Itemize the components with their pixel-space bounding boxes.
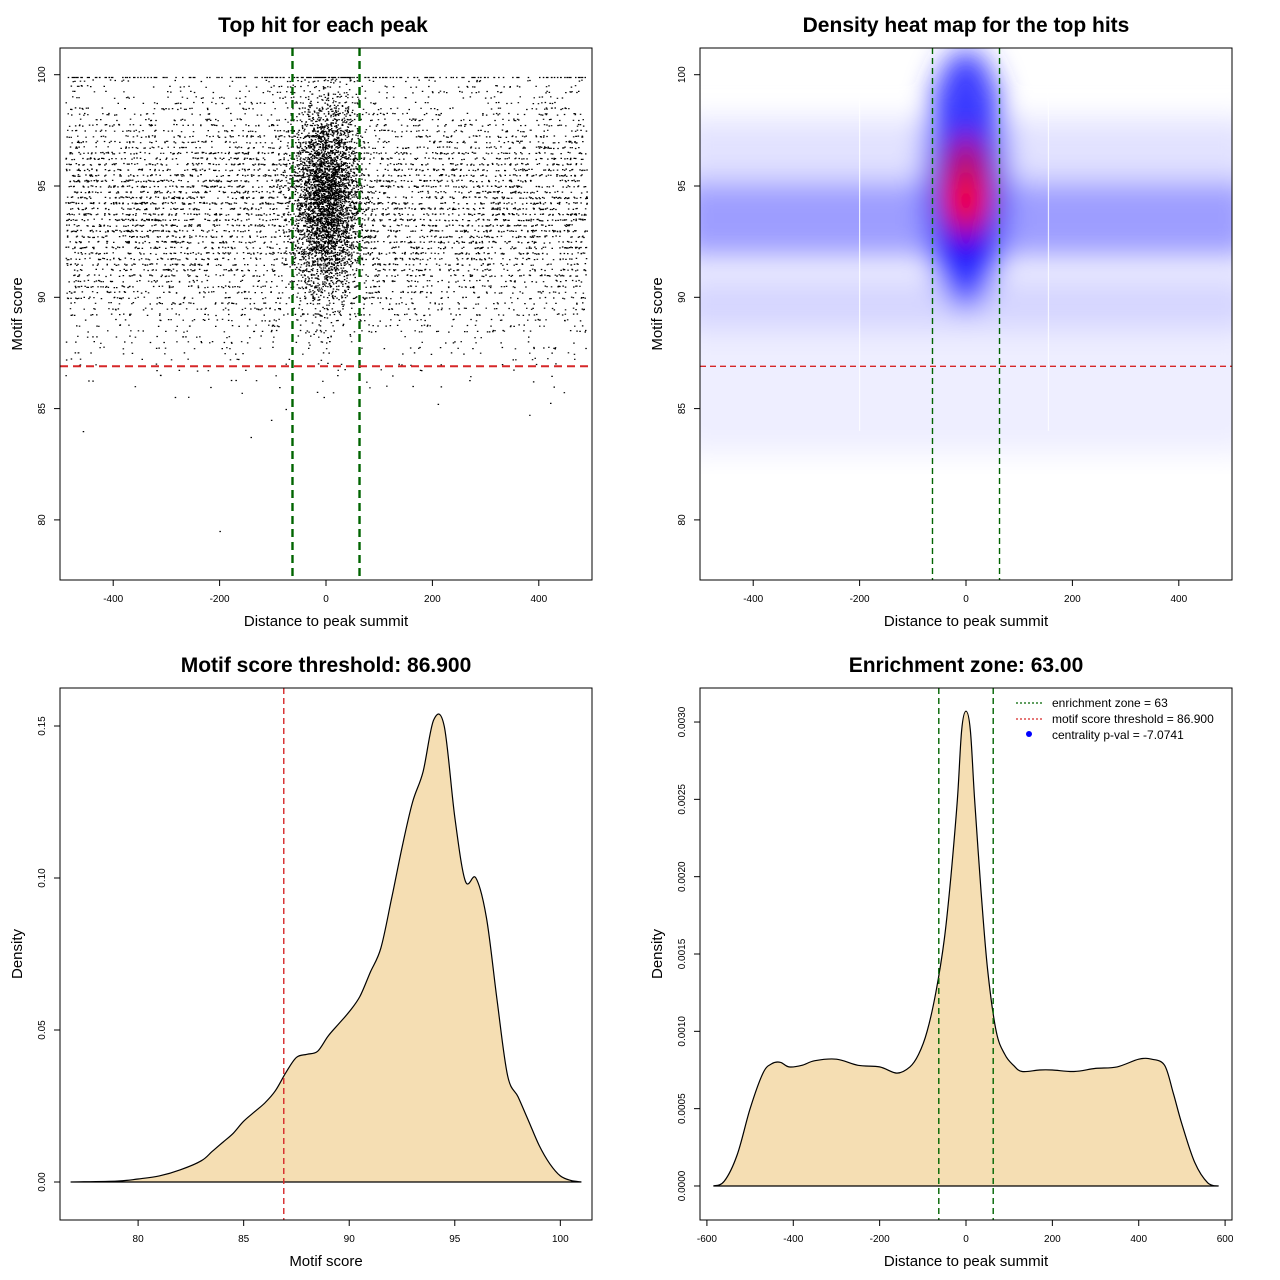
x-tick-label: 400	[1130, 1234, 1147, 1245]
panel-score-density: Motif score threshold: 86.900 80 85 90 95 10…	[9, 654, 593, 1270]
x-axis-label: Distance to peak summit	[244, 613, 409, 630]
y-tick-label: 100	[37, 66, 48, 83]
panel-title: Enrichment zone: 63.00	[849, 654, 1084, 677]
scatter-points	[65, 76, 589, 533]
x-tick-label: -200	[850, 594, 870, 605]
y-tick-label: 0.05	[37, 1020, 48, 1040]
panel-title: Motif score threshold: 86.900	[181, 654, 472, 677]
y-tick-label: 0.0015	[677, 938, 688, 969]
density-heat	[700, 48, 1232, 580]
y-tick-label: 90	[677, 291, 688, 303]
heat-blur-layer	[700, 49, 1232, 454]
plot-frame	[59, 47, 593, 581]
legend: enrichment zone = 63 motif score thresho…	[1016, 696, 1214, 742]
x-axis-label: Distance to peak summit	[884, 1253, 1049, 1270]
y-axis-label: Motif score	[9, 277, 26, 350]
y-tick-label: 80	[677, 514, 688, 526]
panel-title: Density heat map for the top hits	[803, 14, 1130, 37]
y-axis-label: Density	[9, 928, 26, 979]
y-tick-label: 90	[37, 291, 48, 303]
x-axis: -600 -400 -200 0 200 400 600	[697, 1219, 1234, 1245]
x-tick-label: -200	[210, 594, 230, 605]
y-tick-label: 0.00	[37, 1172, 48, 1192]
x-tick-label: -200	[870, 1234, 890, 1245]
y-tick-label: 85	[677, 403, 688, 415]
x-tick-label: 200	[1044, 1234, 1061, 1245]
x-tick-label: 200	[1064, 594, 1081, 605]
x-tick-label: -400	[743, 594, 763, 605]
y-axis: 0.0000 0.0005 0.0010 0.0015 0.0020 0.0025 0.00…	[677, 706, 701, 1201]
y-tick-label: 85	[37, 403, 48, 415]
x-tick-label: -400	[783, 1234, 803, 1245]
heat-band-low	[700, 330, 1232, 454]
density-curve	[713, 710, 1219, 1187]
overlay-lines	[60, 48, 592, 580]
x-axis-label: Distance to peak summit	[884, 613, 1049, 630]
heat-hotspot	[948, 177, 984, 222]
y-axis-label: Density	[649, 928, 666, 979]
x-tick-label: 400	[1170, 594, 1187, 605]
x-tick-label: 85	[238, 1234, 250, 1245]
y-axis-label: Motif score	[649, 277, 666, 350]
panel-title: Top hit for each peak	[218, 14, 428, 37]
y-tick-label: 100	[677, 66, 688, 83]
x-tick-label: 0	[963, 1234, 969, 1245]
legend-label: enrichment zone = 63	[1052, 696, 1168, 710]
y-tick-label: 80	[37, 514, 48, 526]
panel-distance-density: Enrichment zone: 63.00 -600 -400 -200 0 200 4…	[649, 654, 1234, 1270]
y-tick-label: 0.10	[37, 868, 48, 888]
x-axis: -400 -200 0 200 400	[743, 579, 1188, 605]
y-tick-label: 0.0000	[677, 1170, 688, 1201]
x-tick-label: 90	[344, 1234, 356, 1245]
overlay-lines	[938, 688, 994, 1220]
y-tick-label: 95	[677, 180, 688, 192]
x-tick-label: 600	[1217, 1234, 1234, 1245]
scatter-point-cloud	[65, 76, 589, 533]
x-axis: 80 85 90 95 100	[133, 1219, 569, 1245]
x-tick-label: 400	[530, 594, 547, 605]
y-axis: 80 85 90 95 100	[677, 66, 701, 526]
x-tick-label: -400	[103, 594, 123, 605]
y-tick-label: 0.0020	[677, 861, 688, 892]
y-tick-label: 0.15	[37, 716, 48, 736]
x-axis: -400 -200 0 200 400	[103, 579, 548, 605]
panel-heatmap: Density heat map for the top hits -400 -2…	[649, 14, 1233, 630]
y-tick-label: 0.0010	[677, 1016, 688, 1047]
x-tick-label: 0	[323, 594, 329, 605]
legend-label: centrality p-val = -7.0741	[1052, 728, 1184, 742]
y-axis: 0.00 0.05 0.10 0.15	[37, 716, 61, 1192]
legend-item-enrichment: enrichment zone = 63	[1016, 696, 1168, 710]
y-tick-label: 0.0005	[677, 1093, 688, 1124]
panel-scatter: Top hit for each peak -400 -200 0 200 400 80…	[9, 14, 593, 630]
y-tick-label: 95	[37, 180, 48, 192]
x-tick-label: 95	[449, 1234, 461, 1245]
x-tick-label: 80	[133, 1234, 145, 1245]
legend-item-pval: centrality p-val = -7.0741	[1026, 728, 1184, 742]
x-tick-label: 0	[963, 594, 969, 605]
legend-swatch-blue-dot	[1026, 731, 1032, 737]
x-tick-label: 100	[552, 1234, 569, 1245]
legend-label: motif score threshold = 86.900	[1052, 712, 1214, 726]
x-axis-label: Motif score	[289, 1253, 362, 1270]
y-tick-label: 0.0030	[677, 706, 688, 737]
x-tick-label: 200	[424, 594, 441, 605]
density-curve	[70, 713, 582, 1183]
y-axis: 80 85 90 95 100	[37, 66, 61, 526]
legend-item-threshold: motif score threshold = 86.900	[1016, 712, 1214, 726]
x-tick-label: -600	[697, 1234, 717, 1245]
overlay-lines	[700, 48, 1232, 580]
y-tick-label: 0.0025	[677, 784, 688, 815]
